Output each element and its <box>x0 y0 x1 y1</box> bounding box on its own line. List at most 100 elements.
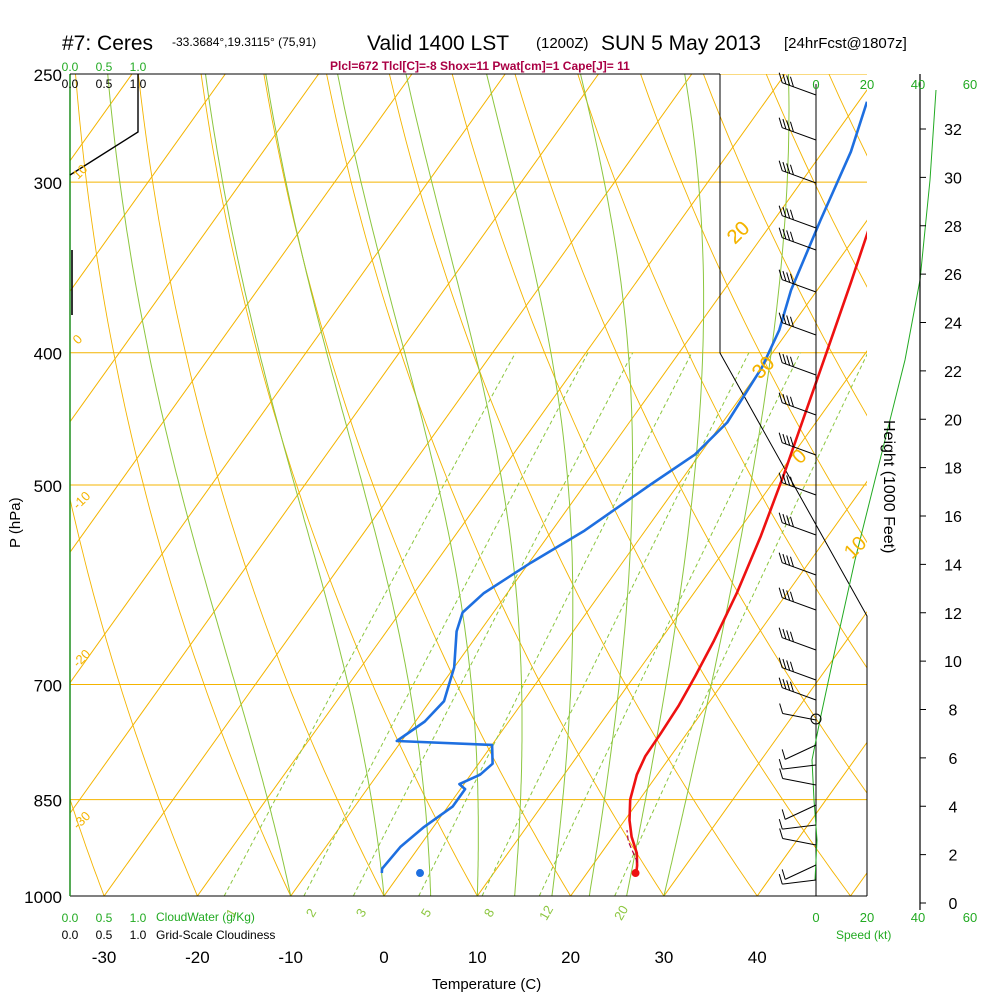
x-axis-label: Temperature (C) <box>432 976 541 993</box>
cloudiness-tick-top: 1.0 <box>130 77 147 91</box>
height-tick-label: 6 <box>949 751 958 768</box>
wind-barb-feather <box>789 121 794 132</box>
cloudwater-tick-bottom: 0.5 <box>96 911 113 925</box>
height-axis-label: Height (1000 Feet) <box>880 420 897 553</box>
height-tick-label: 32 <box>944 122 962 139</box>
isotherm-line <box>663 611 867 896</box>
speed-tick-top: 40 <box>911 77 925 92</box>
isotherm-label: 10 <box>840 532 871 563</box>
height-tick-label: 30 <box>944 170 962 187</box>
wind-barb-feather <box>786 555 791 566</box>
wind-barb-feather <box>789 356 794 367</box>
isotherm-line <box>196 74 786 896</box>
wind-barb <box>778 432 817 456</box>
cloudwater-tick-top: 0.5 <box>96 60 113 74</box>
dry-adiabat <box>200 74 478 896</box>
isotherm-label: -30 <box>70 808 94 832</box>
wind-barb <box>778 117 817 141</box>
wind-barb <box>779 768 817 786</box>
moist-adiabat <box>580 74 634 896</box>
dry-adiabat <box>892 74 1000 896</box>
wind-barb-feather <box>789 631 794 642</box>
wind-barb-staff <box>782 442 817 456</box>
dry-adiabat <box>75 74 292 896</box>
wind-barb-feather <box>789 231 794 242</box>
height-tick-label: 18 <box>944 461 962 478</box>
isotherm-line <box>103 74 693 896</box>
wind-barb-feather <box>786 475 791 486</box>
wind-barb-feather <box>782 473 787 485</box>
temperature-tick-label: -30 <box>92 948 117 967</box>
mixing-ratio-line <box>538 352 801 896</box>
wind-barb <box>778 352 817 376</box>
wind-barb-feather <box>778 657 783 668</box>
mixing-ratio-line <box>223 352 516 896</box>
wind-barb-feather <box>786 120 791 131</box>
dewpoint-surface-point <box>416 869 425 878</box>
wind-barb-feather <box>782 588 787 600</box>
dry-adiabat <box>0 74 11 896</box>
speed-tick-top: 60 <box>963 77 977 92</box>
wind-barb-feather <box>782 553 787 565</box>
wind-barb-feather <box>789 476 794 487</box>
wind-barb-feather <box>779 768 784 779</box>
isotherm-label: -20 <box>70 646 94 670</box>
wind-barb-staff <box>782 522 817 536</box>
wind-barb-feather <box>782 628 787 640</box>
wind-barb-feather <box>786 163 791 174</box>
height-tick-label: 28 <box>944 219 962 236</box>
wind-barb-feather <box>778 758 783 770</box>
moist-adiabat <box>337 74 479 896</box>
mixing-ratio-label: 5 <box>418 906 435 920</box>
wind-barb-feather <box>778 269 783 280</box>
isotherm-line <box>756 741 867 896</box>
wind-barb <box>778 758 817 770</box>
wind-barb-feather <box>781 869 786 880</box>
wind-barb <box>778 873 817 885</box>
wind-barb-feather <box>778 818 783 830</box>
mixing-ratio-line <box>303 352 589 896</box>
wind-barb-feather <box>786 630 791 641</box>
wind-barb-staff <box>782 82 817 96</box>
temperature-tick-label: 30 <box>654 948 673 967</box>
wind-barb-feather <box>786 315 791 326</box>
wind-barb-staff <box>782 764 817 770</box>
moist-adiabat <box>486 74 574 896</box>
wind-barb-staff <box>782 597 817 611</box>
height-tick-label: 16 <box>944 509 962 526</box>
height-tick-label: 10 <box>944 654 962 671</box>
wind-barb-feather <box>781 809 786 820</box>
wind-barb-feather <box>782 161 787 173</box>
wind-barb-feather <box>778 205 783 216</box>
cloudiness-trace <box>69 74 139 176</box>
wind-barb-staff <box>782 713 817 721</box>
height-tick-label: 20 <box>944 412 962 429</box>
forecast-info: [24hrFcst@1807z] <box>784 35 907 52</box>
isotherm-line <box>476 350 867 896</box>
dry-adiabat <box>702 74 867 417</box>
stability-indices: Plcl=672 Tlcl[C]=-8 Shox=11 Pwat[cm]=1 C… <box>330 59 630 73</box>
wind-barb-feather <box>778 117 783 128</box>
mixing-ratio-line <box>481 352 750 896</box>
isotherm-line <box>70 74 320 423</box>
wind-barb-staff <box>782 127 817 141</box>
wind-barb-feather <box>786 272 791 283</box>
wind-barb <box>778 472 817 496</box>
wind-barb-feather <box>778 432 783 443</box>
wind-barb <box>778 512 817 536</box>
wind-barb <box>781 744 817 760</box>
wind-barb-staff <box>784 864 817 880</box>
wind-barb-feather <box>782 513 787 525</box>
wind-barb-staff <box>782 667 817 681</box>
temperature-tick-label: 20 <box>561 948 580 967</box>
wind-barb-feather <box>786 660 791 671</box>
temperature-tick-label: 40 <box>748 948 767 967</box>
wind-barb-staff <box>782 322 817 336</box>
wind-barb-feather <box>782 118 787 130</box>
wind-barb-feather <box>786 355 791 366</box>
height-tick-label: 26 <box>944 267 962 284</box>
sounding-series <box>380 101 867 878</box>
wind-barb-feather <box>786 208 791 219</box>
wind-barb-staff <box>782 482 817 496</box>
